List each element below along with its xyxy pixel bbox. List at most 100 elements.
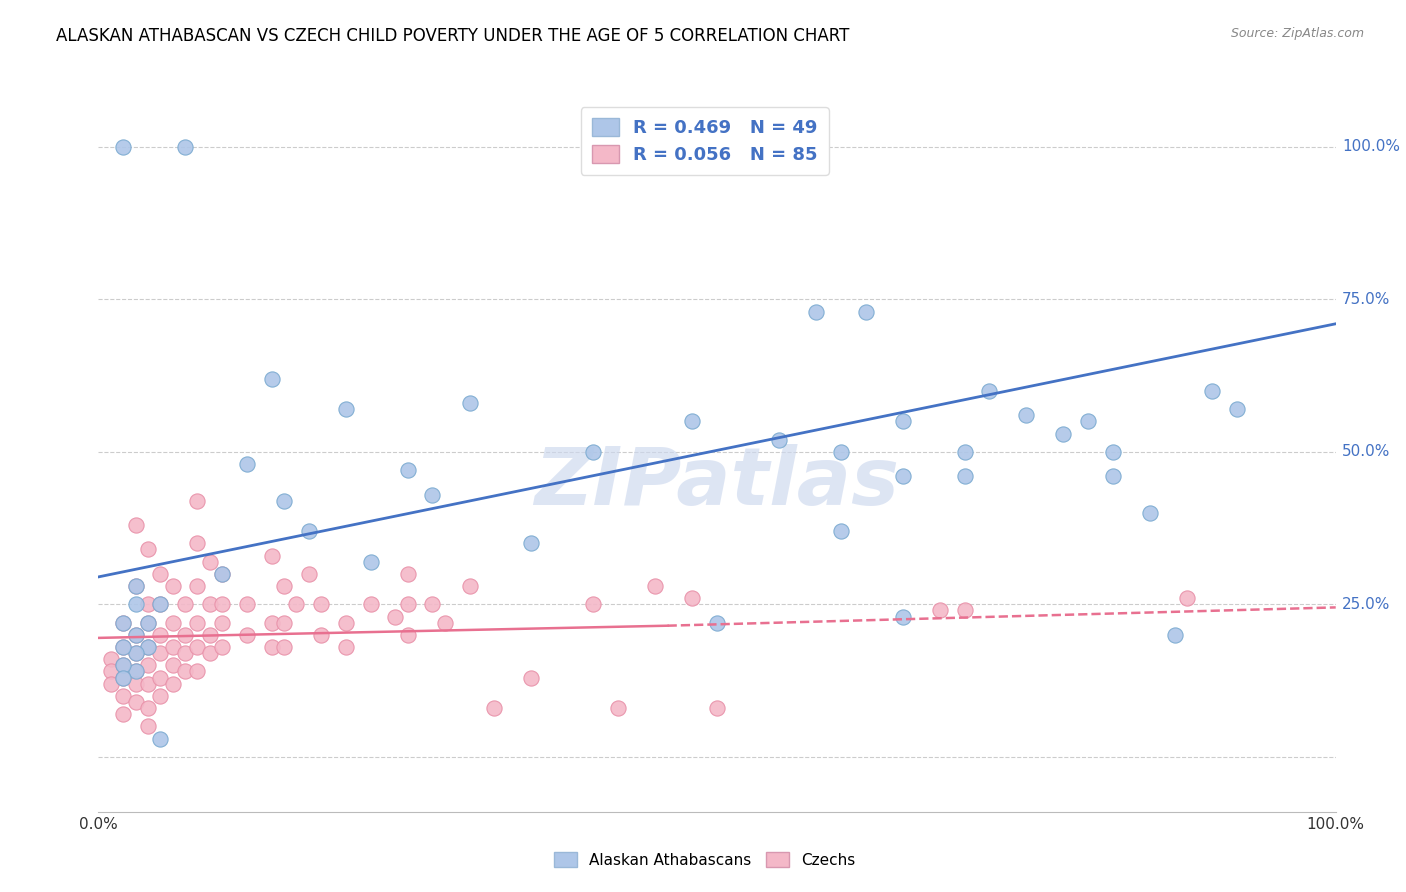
Point	[136, 658, 159, 673]
Point	[681, 414, 703, 428]
Point	[396, 598, 419, 612]
Text: Source: ZipAtlas.com: Source: ZipAtlas.com	[1230, 27, 1364, 40]
Point	[582, 445, 605, 459]
Point	[979, 384, 1001, 398]
Point	[830, 445, 852, 459]
Point	[360, 598, 382, 612]
Point	[607, 701, 630, 715]
Legend: Alaskan Athabascans, Czechs: Alaskan Athabascans, Czechs	[546, 844, 863, 875]
Point	[236, 628, 259, 642]
Point	[953, 469, 976, 483]
Point	[458, 579, 481, 593]
Point	[273, 493, 295, 508]
Text: 100.0%: 100.0%	[1341, 139, 1400, 154]
Point	[186, 640, 208, 654]
Point	[309, 628, 332, 642]
Point	[484, 701, 506, 715]
Point	[100, 665, 122, 679]
Point	[1102, 445, 1125, 459]
Point	[136, 701, 159, 715]
Point	[1164, 628, 1187, 642]
Point	[706, 701, 728, 715]
Point	[100, 676, 122, 690]
Point	[891, 609, 914, 624]
Point	[768, 433, 790, 447]
Point	[1102, 469, 1125, 483]
Point	[681, 591, 703, 606]
Point	[236, 457, 259, 471]
Point	[211, 566, 233, 581]
Point	[273, 640, 295, 654]
Point	[1077, 414, 1099, 428]
Point	[1175, 591, 1198, 606]
Point	[124, 665, 146, 679]
Point	[149, 731, 172, 746]
Text: 75.0%: 75.0%	[1341, 292, 1391, 307]
Point	[1015, 409, 1038, 423]
Point	[1226, 402, 1249, 417]
Point	[198, 646, 221, 660]
Point	[136, 615, 159, 630]
Point	[582, 598, 605, 612]
Point	[644, 579, 666, 593]
Point	[149, 646, 172, 660]
Point	[136, 640, 159, 654]
Point	[136, 598, 159, 612]
Point	[162, 676, 184, 690]
Point	[112, 658, 135, 673]
Point	[198, 598, 221, 612]
Point	[112, 640, 135, 654]
Point	[260, 549, 283, 563]
Point	[112, 640, 135, 654]
Point	[285, 598, 308, 612]
Point	[124, 646, 146, 660]
Point	[124, 579, 146, 593]
Point	[422, 487, 444, 501]
Point	[136, 542, 159, 557]
Point	[186, 579, 208, 593]
Point	[112, 615, 135, 630]
Point	[236, 598, 259, 612]
Point	[162, 615, 184, 630]
Point	[520, 536, 543, 550]
Point	[124, 518, 146, 533]
Point	[136, 615, 159, 630]
Point	[136, 640, 159, 654]
Point	[174, 628, 197, 642]
Point	[396, 566, 419, 581]
Point	[298, 566, 321, 581]
Point	[149, 671, 172, 685]
Point	[149, 598, 172, 612]
Point	[891, 469, 914, 483]
Point	[186, 615, 208, 630]
Point	[112, 615, 135, 630]
Point	[830, 524, 852, 538]
Point	[186, 536, 208, 550]
Point	[112, 671, 135, 685]
Point	[124, 695, 146, 709]
Point	[112, 671, 135, 685]
Point	[384, 609, 406, 624]
Point	[124, 646, 146, 660]
Point	[112, 689, 135, 703]
Point	[928, 603, 950, 617]
Point	[335, 640, 357, 654]
Point	[124, 628, 146, 642]
Point	[804, 304, 827, 318]
Text: ALASKAN ATHABASCAN VS CZECH CHILD POVERTY UNDER THE AGE OF 5 CORRELATION CHART: ALASKAN ATHABASCAN VS CZECH CHILD POVERT…	[56, 27, 849, 45]
Point	[298, 524, 321, 538]
Point	[260, 615, 283, 630]
Point	[1201, 384, 1223, 398]
Point	[124, 579, 146, 593]
Point	[162, 579, 184, 593]
Point	[1139, 506, 1161, 520]
Point	[211, 615, 233, 630]
Point	[422, 598, 444, 612]
Point	[136, 676, 159, 690]
Text: ZIPatlas: ZIPatlas	[534, 444, 900, 523]
Point	[174, 598, 197, 612]
Point	[100, 652, 122, 666]
Point	[335, 402, 357, 417]
Point	[260, 640, 283, 654]
Point	[174, 646, 197, 660]
